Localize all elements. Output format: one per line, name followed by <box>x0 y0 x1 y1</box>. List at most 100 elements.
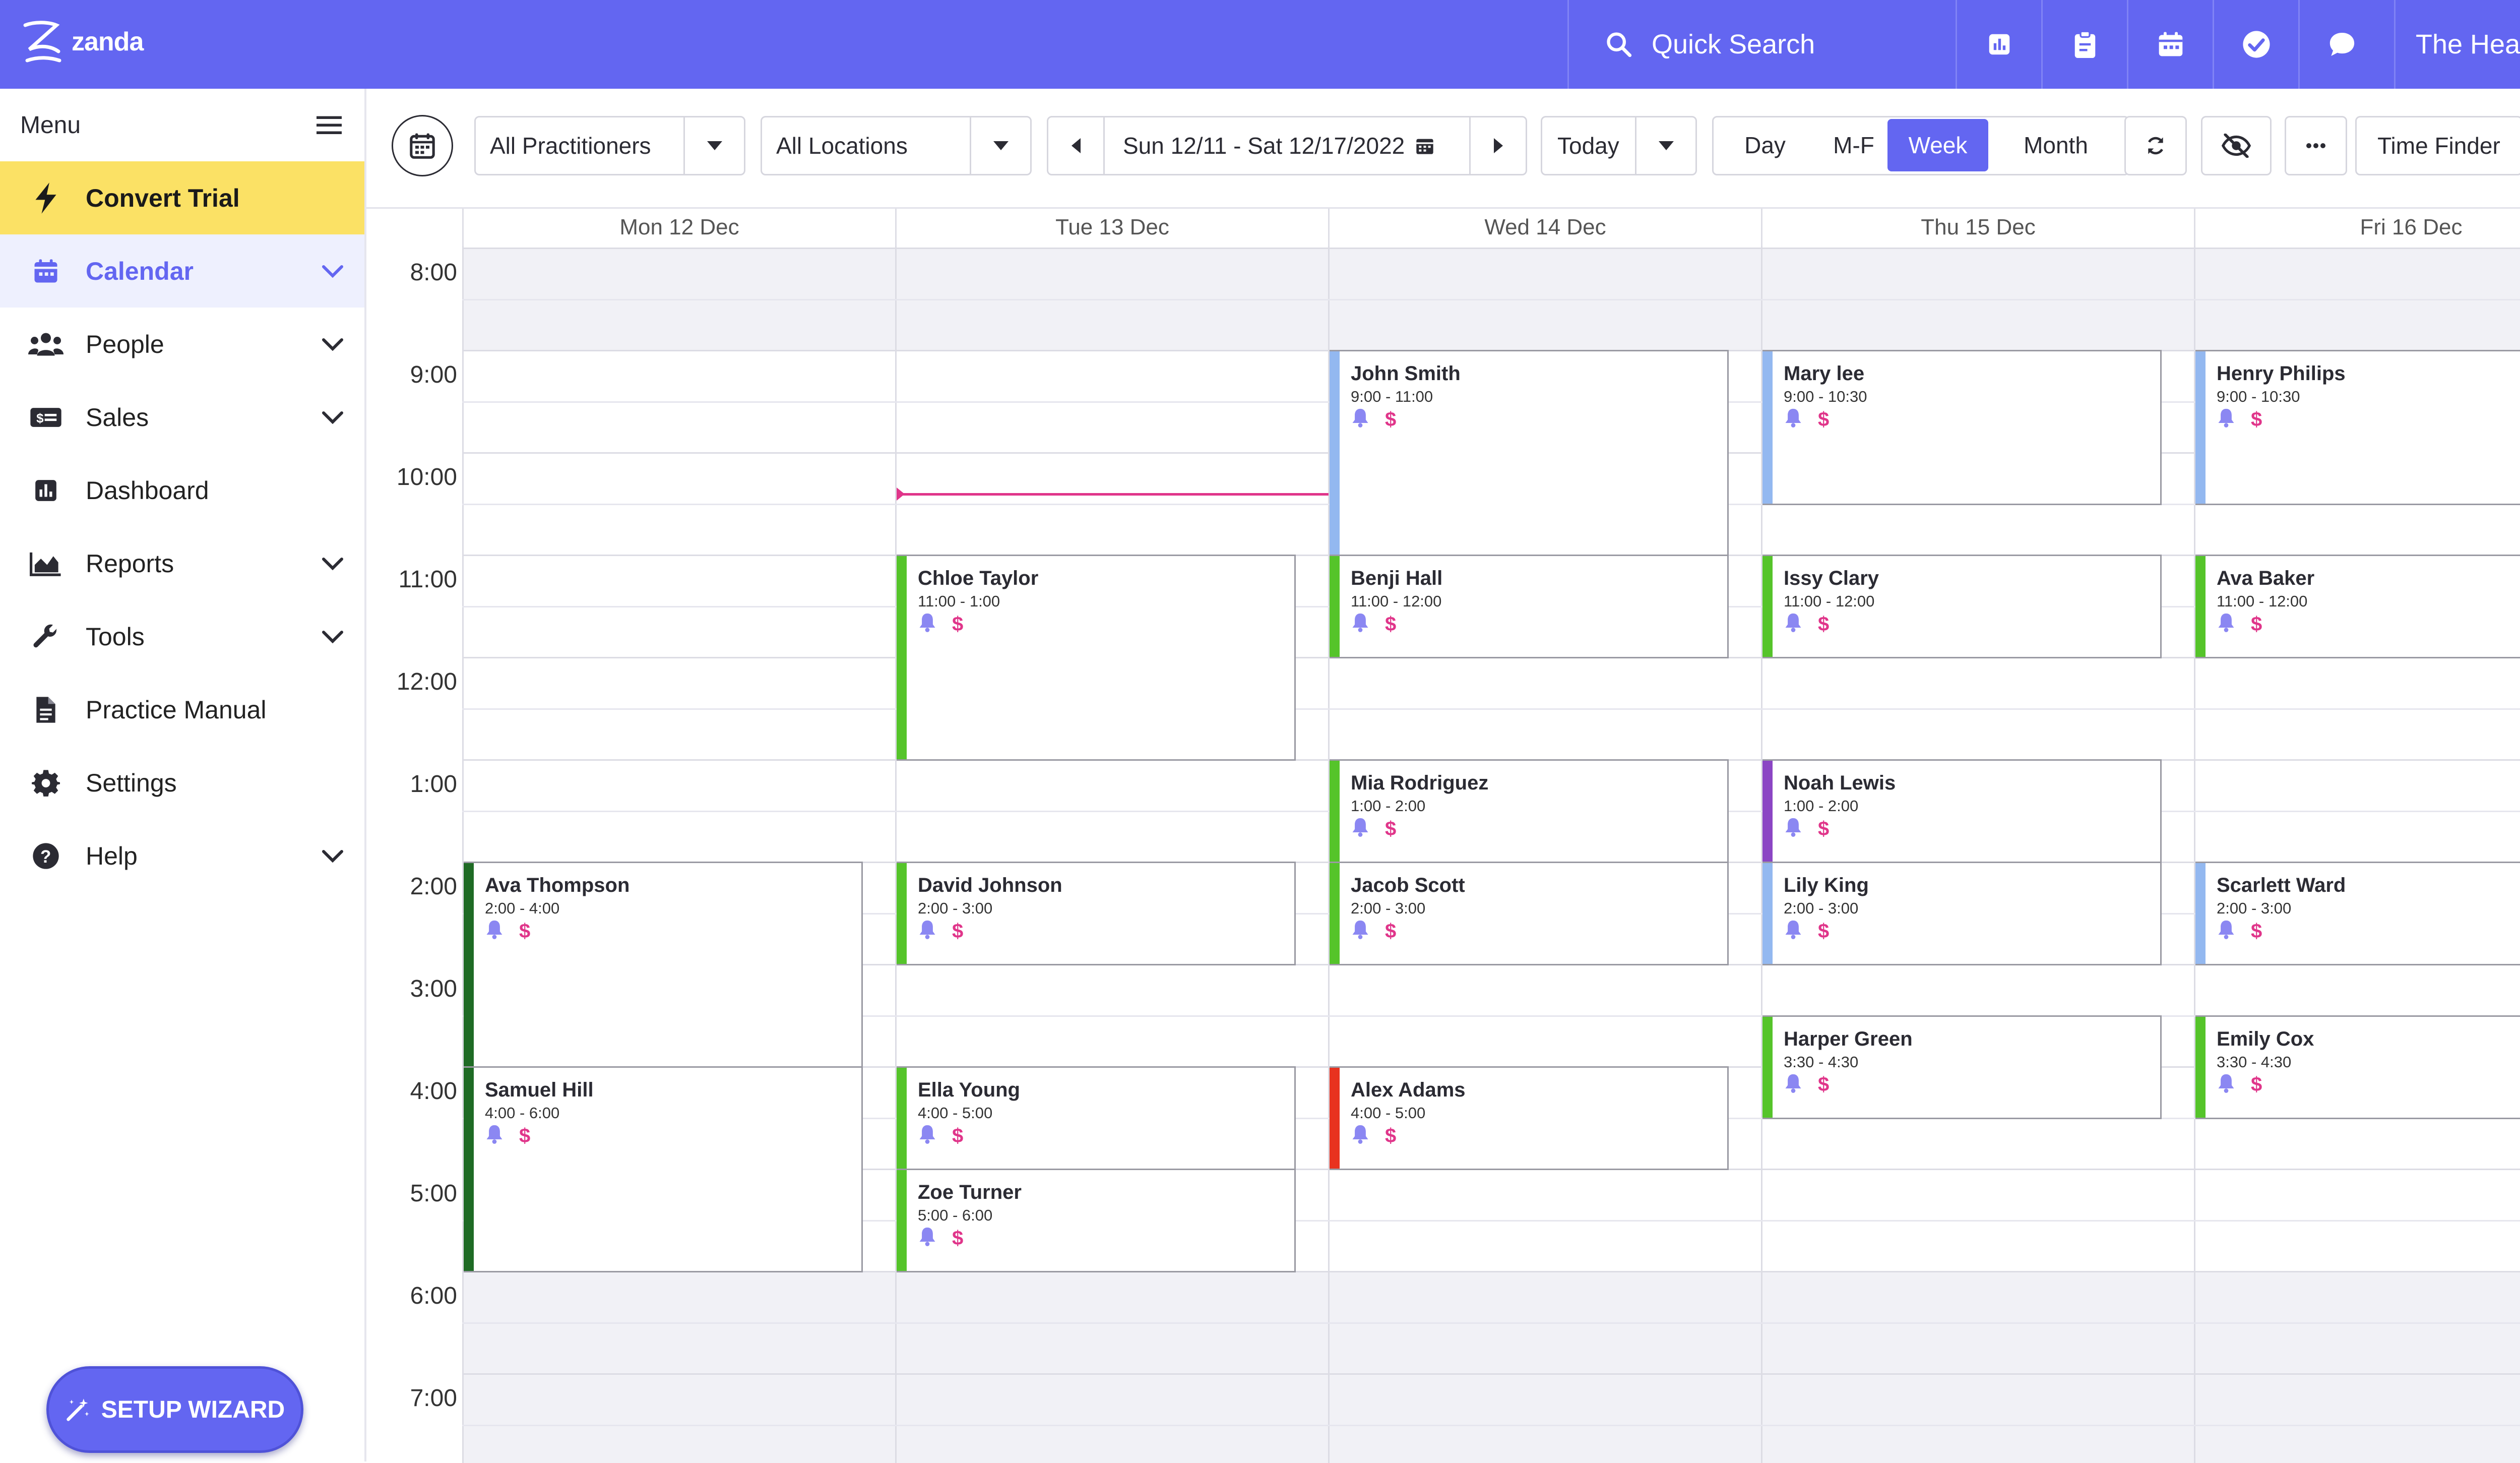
view-week[interactable]: Week <box>1887 119 1988 171</box>
payment-dollar-icon: $ <box>1385 408 1397 431</box>
today-button-group: Today <box>1541 116 1697 175</box>
caret-down-icon[interactable] <box>1635 117 1695 174</box>
appointment-card[interactable]: Zoe Turner 5:00 - 6:00 $ <box>897 1169 1296 1272</box>
bell-icon <box>1351 920 1370 942</box>
quick-search[interactable]: Quick Search <box>1567 0 1956 89</box>
sidebar-item-people[interactable]: People <box>0 308 364 381</box>
sidebar-item-label: Settings <box>86 768 177 797</box>
appointment-card[interactable]: Harper Green 3:30 - 4:30 $ <box>1762 1015 2162 1119</box>
day-column-header[interactable]: Fri 16 Dec <box>2194 209 2520 246</box>
payment-dollar-icon: $ <box>952 920 964 942</box>
day-column-header[interactable]: Thu 15 Dec <box>1761 209 2194 246</box>
appointment-card[interactable]: David Johnson 2:00 - 3:00 $ <box>897 862 1296 965</box>
day-column-header[interactable]: Mon 12 Dec <box>462 209 895 246</box>
hamburger-icon[interactable] <box>317 115 342 135</box>
locations-select[interactable]: All Locations <box>761 116 1032 175</box>
appointment-card[interactable]: Issy Clary 11:00 - 12:00 $ <box>1762 555 2162 658</box>
view-mf[interactable]: M-F <box>1833 132 1874 158</box>
appointment-icons: $ <box>1351 1124 1396 1147</box>
appointment-card[interactable]: Jacob Scott 2:00 - 3:00 $ <box>1330 862 1729 965</box>
caret-down-icon[interactable] <box>683 117 744 174</box>
caret-down-icon[interactable] <box>970 117 1030 174</box>
appointment-card[interactable]: Scarlett Ward 2:00 - 3:00 $ <box>2195 862 2520 965</box>
sidebar-item-help[interactable]: ? Help <box>0 819 364 892</box>
appointment-icons: $ <box>485 1124 530 1147</box>
bell-icon <box>1351 1124 1370 1147</box>
chevron-down-icon <box>322 338 343 351</box>
view-day[interactable]: Day <box>1744 132 1786 158</box>
area-chart-icon <box>28 546 64 581</box>
appointment-icons: $ <box>2217 920 2262 942</box>
view-month[interactable]: Month <box>2024 132 2088 158</box>
appointment-status-bar <box>2195 351 2206 504</box>
sidebar-item-convert-trial[interactable]: Convert Trial <box>0 161 364 234</box>
top-bar: zanda Quick Search The Healt... <box>0 0 2520 89</box>
appointment-card[interactable]: Lily King 2:00 - 3:00 $ <box>1762 862 2162 965</box>
appointment-status-bar <box>1762 761 1773 862</box>
half-hour-gridline <box>462 1015 2520 1017</box>
appointment-time: 11:00 - 12:00 <box>1784 592 1875 610</box>
appointment-card[interactable]: John Smith 9:00 - 11:00 $ <box>1330 350 1729 556</box>
appointment-card[interactable]: Mary lee 9:00 - 10:30 $ <box>1762 350 2162 505</box>
appointment-icons: $ <box>918 613 963 635</box>
sidebar-item-settings[interactable]: Settings <box>0 746 364 819</box>
appointment-time: 1:00 - 2:00 <box>1784 797 1859 815</box>
payment-dollar-icon: $ <box>1818 408 1830 431</box>
date-picker-button[interactable] <box>392 115 453 176</box>
appointment-card[interactable]: Chloe Taylor 11:00 - 1:00 $ <box>897 555 1296 761</box>
chat-icon <box>2329 33 2354 56</box>
account-name: The Healt... <box>2416 29 2520 59</box>
appointment-status-bar <box>464 1068 474 1271</box>
appointment-card[interactable]: Benji Hall 11:00 - 12:00 $ <box>1330 555 1729 658</box>
current-time-marker-icon <box>897 487 905 501</box>
bell-icon <box>918 1227 937 1249</box>
appointment-time: 9:00 - 11:00 <box>1351 388 1433 405</box>
bell-icon <box>485 1124 504 1147</box>
analytics-button[interactable] <box>1956 0 2041 89</box>
money-icon: $ <box>28 400 64 435</box>
day-column-header[interactable]: Tue 13 Dec <box>895 209 1328 246</box>
appointment-card[interactable]: Ava Baker 11:00 - 12:00 $ <box>2195 555 2520 658</box>
bell-icon <box>1784 1073 1803 1096</box>
hide-toggle-button[interactable] <box>2201 116 2272 175</box>
date-range-display[interactable]: Sun 12/11 - Sat 12/17/2022 <box>1105 132 1469 159</box>
appointment-client-name: Mia Rodriguez <box>1351 772 1489 794</box>
messages-button[interactable] <box>2298 0 2384 89</box>
appointment-card[interactable]: Ava Thompson 2:00 - 4:00 $ <box>464 862 863 1068</box>
practitioners-select[interactable]: All Practitioners <box>474 116 745 175</box>
appointment-card[interactable]: Alex Adams 4:00 - 5:00 $ <box>1330 1066 1729 1170</box>
tasks-button[interactable] <box>2041 0 2127 89</box>
zanda-logo[interactable]: zanda <box>20 19 144 65</box>
appointment-card[interactable]: Henry Philips 9:00 - 10:30 $ <box>2195 350 2520 505</box>
day-column-header[interactable]: Wed 14 Dec <box>1328 209 1761 246</box>
appointment-card[interactable]: Samuel Hill 4:00 - 6:00 $ <box>464 1066 863 1272</box>
day-column-divider <box>2194 246 2195 1463</box>
previous-week-button[interactable] <box>1048 117 1105 174</box>
sidebar-item-reports[interactable]: Reports <box>0 527 364 600</box>
quick-search-label: Quick Search <box>1652 29 1815 59</box>
appointment-card[interactable]: Mia Rodriguez 1:00 - 2:00 $ <box>1330 759 1729 863</box>
today-button[interactable]: Today <box>1557 133 1619 159</box>
appointment-time: 2:00 - 4:00 <box>485 899 560 917</box>
checklist-button[interactable] <box>2213 0 2298 89</box>
sidebar-item-calendar[interactable]: Calendar <box>0 234 364 308</box>
account-menu[interactable]: The Healt... <box>2394 0 2520 89</box>
sidebar-item-practice-manual[interactable]: Practice Manual <box>0 673 364 746</box>
appointment-card[interactable]: Emily Cox 3:30 - 4:30 $ <box>2195 1015 2520 1119</box>
chart-icon <box>1989 34 2009 55</box>
sidebar-item-dashboard[interactable]: Dashboard <box>0 454 364 527</box>
sidebar-item-sales[interactable]: $ Sales <box>0 381 364 454</box>
calendar-shortcut-button[interactable] <box>2127 0 2213 89</box>
appointment-card[interactable]: Noah Lewis 1:00 - 2:00 $ <box>1762 759 2162 863</box>
calendar-icon <box>410 133 435 159</box>
more-options-button[interactable] <box>2285 116 2347 175</box>
appointment-card[interactable]: Ella Young 4:00 - 5:00 $ <box>897 1066 1296 1170</box>
hour-gridline <box>462 248 2520 249</box>
zanda-logo-icon <box>23 21 61 63</box>
refresh-button[interactable] <box>2124 116 2187 175</box>
setup-wizard-button[interactable]: SETUP WIZARD <box>46 1366 303 1453</box>
time-finder-button[interactable]: Time Finder <box>2355 116 2520 175</box>
sidebar-item-tools[interactable]: Tools <box>0 600 364 673</box>
next-week-button[interactable] <box>1469 117 1526 174</box>
bell-icon <box>2217 613 2236 635</box>
